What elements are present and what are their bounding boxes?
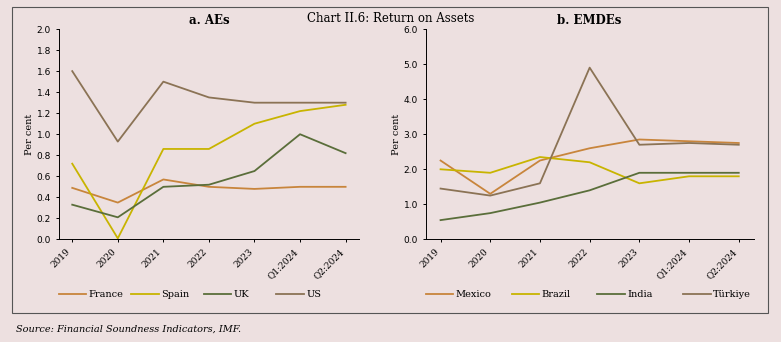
Text: UK: UK [234, 290, 249, 299]
Title: a. AEs: a. AEs [188, 14, 230, 27]
Text: Source: Financial Soundness Indicators, IMF.: Source: Financial Soundness Indicators, … [16, 325, 241, 333]
Text: India: India [627, 290, 652, 299]
Text: US: US [306, 290, 321, 299]
Text: Chart II.6: Return on Assets: Chart II.6: Return on Assets [307, 12, 474, 25]
Text: Mexico: Mexico [455, 290, 491, 299]
Text: Spain: Spain [161, 290, 189, 299]
Text: Brazil: Brazil [541, 290, 570, 299]
Text: France: France [88, 290, 123, 299]
Text: Türkiye: Türkiye [713, 290, 751, 299]
Y-axis label: Per cent: Per cent [25, 114, 34, 155]
Title: b. EMDEs: b. EMDEs [558, 14, 622, 27]
Y-axis label: Per cent: Per cent [392, 114, 401, 155]
